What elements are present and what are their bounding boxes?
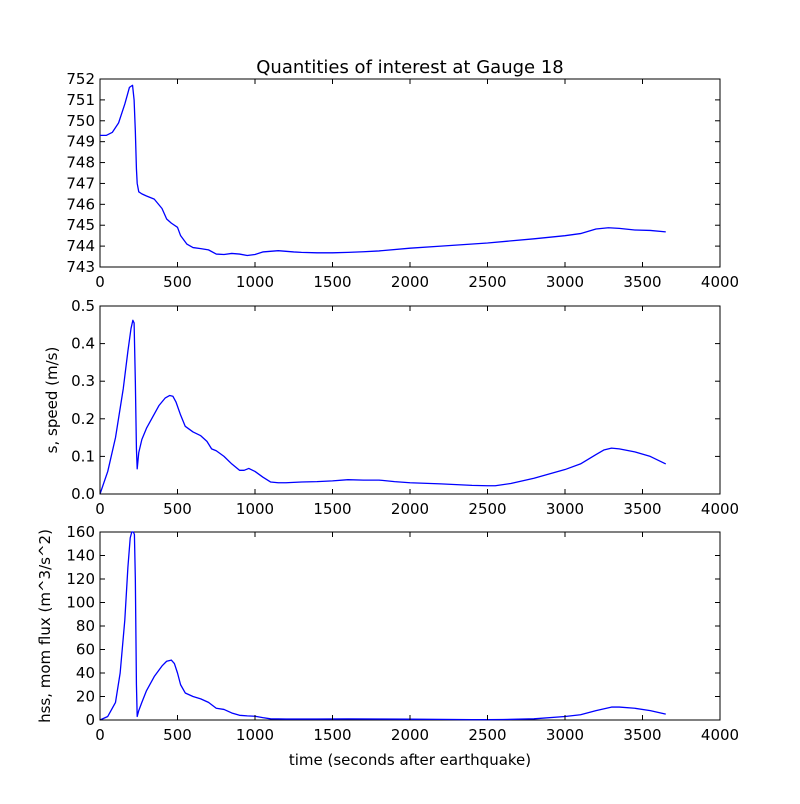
x-tick-label-0-5: 2500 (468, 273, 506, 291)
y-tick-label-2-0: 0 (85, 711, 95, 729)
y-tick-label-0-7: 750 (66, 112, 95, 130)
x-tick-label-2-5: 2500 (468, 726, 506, 744)
x-tick-label-0-6: 3000 (546, 273, 584, 291)
x-tick-label-1-7: 3500 (623, 500, 661, 518)
y-tick-label-0-1: 744 (66, 237, 95, 255)
x-tick-label-0-8: 4000 (701, 273, 739, 291)
x-tick-label-1-8: 4000 (701, 500, 739, 518)
x-tick-label-2-1: 500 (163, 726, 192, 744)
x-tick-label-2-3: 1500 (313, 726, 351, 744)
y-tick-label-0-8: 751 (66, 91, 95, 109)
chart-title: Quantities of interest at Gauge 18 (256, 57, 563, 78)
y-tick-label-1-3: 0.3 (71, 372, 95, 390)
y-tick-label-2-7: 140 (66, 547, 95, 565)
y-tick-label-2-5: 100 (66, 594, 95, 612)
x-tick-label-1-2: 1000 (236, 500, 274, 518)
y-tick-label-2-1: 20 (76, 688, 95, 706)
y-tick-label-2-4: 80 (76, 617, 95, 635)
momentum-flux-ylabel: hss, mom flux (m^3/s^2) (36, 529, 54, 723)
x-tick-label-0-4: 2000 (391, 273, 429, 291)
x-tick-label-1-3: 1500 (313, 500, 351, 518)
x-tick-label-0-1: 500 (163, 273, 192, 291)
time-xlabel: time (seconds after earthquake) (289, 751, 531, 769)
panel-water-level: 0 500 1000 1500 2000 2500 3000 3500 4000 743 744 74… (66, 70, 739, 291)
series-line-0-0 (100, 84, 666, 257)
x-tick-label-0-3: 1500 (313, 273, 351, 291)
x-tick-label-2-8: 4000 (701, 726, 739, 744)
x-tick-label-0-7: 3500 (623, 273, 661, 291)
x-tick-label-0-2: 1000 (236, 273, 274, 291)
series-line-1-0 (99, 319, 667, 495)
x-tick-label-1-4: 2000 (391, 500, 429, 518)
y-tick-label-0-4: 747 (66, 174, 95, 192)
panel-water-level-frame (99, 78, 721, 268)
y-tick-label-0-6: 749 (66, 133, 95, 151)
y-tick-label-1-1: 0.1 (71, 447, 95, 465)
y-tick-label-2-2: 40 (76, 664, 95, 682)
panel-momentum-flux-frame (99, 531, 721, 721)
x-tick-label-1-1: 500 (163, 500, 192, 518)
x-tick-label-2-6: 3000 (546, 726, 584, 744)
panel-speed: s, speed (m/s) 0 500 1000 1500 2000 2500 3000 3… (43, 297, 739, 518)
x-tick-label-2-2: 1000 (236, 726, 274, 744)
panel-momentum-flux: hss, mom flux (m^3/s^2) time (seconds af… (36, 523, 739, 769)
series-line-2-0 (99, 531, 666, 721)
speed-ylabel: s, speed (m/s) (43, 347, 61, 454)
y-tick-label-2-3: 60 (76, 641, 95, 659)
y-tick-label-0-9: 752 (66, 70, 95, 88)
y-tick-label-1-5: 0.5 (71, 297, 95, 315)
panel-speed-frame (99, 305, 721, 495)
y-tick-label-2-6: 120 (66, 570, 95, 588)
y-tick-label-1-0: 0.0 (71, 485, 95, 503)
x-tick-label-2-0: 0 (95, 726, 105, 744)
x-tick-label-0-0: 0 (95, 273, 105, 291)
x-tick-label-1-0: 0 (95, 500, 105, 518)
y-tick-label-1-2: 0.2 (71, 410, 95, 428)
x-tick-label-1-5: 2500 (468, 500, 506, 518)
x-tick-label-1-6: 3000 (546, 500, 584, 518)
y-tick-label-0-5: 748 (66, 154, 95, 172)
y-tick-label-1-4: 0.4 (71, 335, 95, 353)
y-tick-label-0-0: 743 (66, 258, 95, 276)
y-tick-label-0-2: 745 (66, 216, 95, 234)
y-tick-label-0-3: 746 (66, 195, 95, 213)
y-tick-label-2-8: 160 (66, 523, 95, 541)
x-tick-label-2-4: 2000 (391, 726, 429, 744)
x-tick-label-2-7: 3500 (623, 726, 661, 744)
